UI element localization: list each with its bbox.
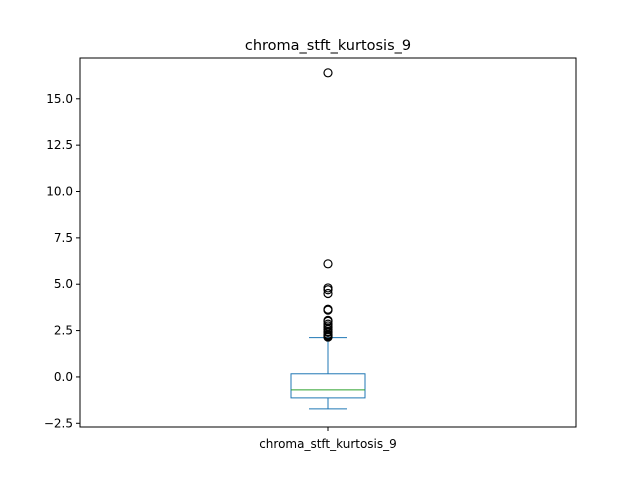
y-tick-label: 7.5	[54, 231, 73, 245]
outlier-point	[323, 259, 333, 269]
y-tick-label: 5.0	[54, 277, 73, 291]
y-tick-label: 15.0	[46, 92, 73, 106]
chart-title: chroma_stft_kurtosis_9	[245, 38, 411, 54]
y-tick-label: 12.5	[46, 138, 73, 152]
y-tick-label: −2.5	[44, 416, 73, 430]
axes-frame	[79, 57, 577, 428]
plot-area: −2.5 0.0 2.5 5.0 7.5 10.0 12.5 15.0	[44, 68, 366, 431]
outlier-point	[323, 305, 333, 315]
outlier-point	[323, 285, 333, 295]
outlier-point	[323, 68, 333, 78]
y-tick-label: 0.0	[54, 370, 73, 384]
iqr-box	[290, 373, 366, 399]
outlier-point	[323, 332, 333, 342]
outlier-point	[323, 288, 333, 299]
y-tick-label: 10.0	[46, 185, 73, 199]
x-tick-label: chroma_stft_kurtosis_9	[259, 437, 397, 451]
y-tick-label: 2.5	[54, 324, 73, 338]
